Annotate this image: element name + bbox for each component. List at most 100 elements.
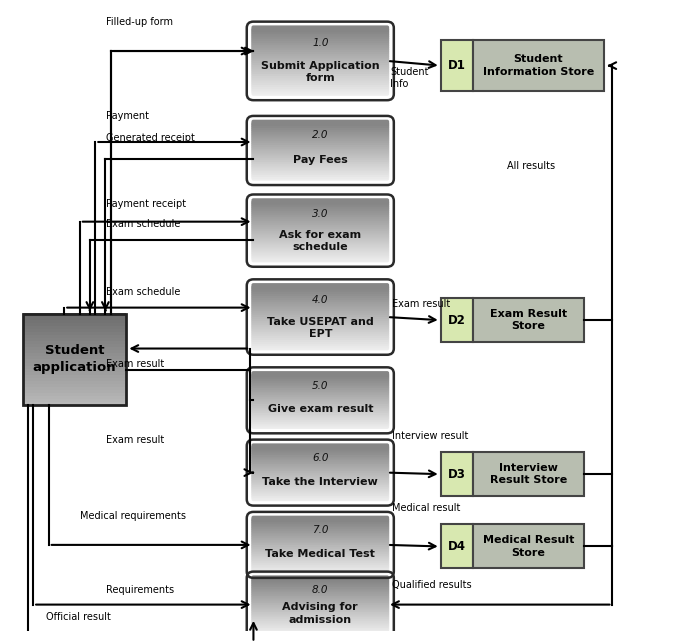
FancyBboxPatch shape xyxy=(251,319,389,325)
FancyBboxPatch shape xyxy=(251,454,389,460)
FancyBboxPatch shape xyxy=(251,206,389,213)
FancyBboxPatch shape xyxy=(23,380,127,384)
Text: Payment receipt: Payment receipt xyxy=(106,199,187,209)
FancyBboxPatch shape xyxy=(251,291,389,298)
FancyBboxPatch shape xyxy=(251,246,389,253)
Text: 5.0: 5.0 xyxy=(312,381,328,391)
FancyBboxPatch shape xyxy=(251,583,389,589)
FancyBboxPatch shape xyxy=(23,365,127,368)
FancyBboxPatch shape xyxy=(251,602,389,608)
FancyBboxPatch shape xyxy=(251,562,389,568)
FancyBboxPatch shape xyxy=(251,45,389,52)
FancyBboxPatch shape xyxy=(251,586,389,592)
Text: Medical result: Medical result xyxy=(392,503,460,513)
FancyBboxPatch shape xyxy=(23,347,127,350)
FancyBboxPatch shape xyxy=(251,89,389,96)
FancyBboxPatch shape xyxy=(251,226,389,233)
FancyBboxPatch shape xyxy=(251,396,389,403)
FancyBboxPatch shape xyxy=(472,452,584,496)
FancyBboxPatch shape xyxy=(251,52,389,59)
FancyBboxPatch shape xyxy=(251,491,389,498)
Text: Official result: Official result xyxy=(47,613,111,622)
FancyBboxPatch shape xyxy=(251,285,389,292)
FancyBboxPatch shape xyxy=(251,220,389,226)
Text: Exam schedule: Exam schedule xyxy=(106,219,181,229)
FancyBboxPatch shape xyxy=(251,252,389,258)
FancyBboxPatch shape xyxy=(251,474,389,480)
FancyBboxPatch shape xyxy=(23,325,127,329)
FancyBboxPatch shape xyxy=(251,550,389,556)
FancyBboxPatch shape xyxy=(251,389,389,395)
FancyBboxPatch shape xyxy=(251,622,389,628)
FancyBboxPatch shape xyxy=(23,386,127,390)
Text: Advising for
admission: Advising for admission xyxy=(282,602,358,625)
Text: Interview
Result Store: Interview Result Store xyxy=(490,463,567,485)
FancyBboxPatch shape xyxy=(251,306,389,312)
FancyBboxPatch shape xyxy=(251,82,389,89)
FancyBboxPatch shape xyxy=(23,313,127,317)
FancyBboxPatch shape xyxy=(251,85,389,91)
FancyBboxPatch shape xyxy=(23,395,127,399)
FancyBboxPatch shape xyxy=(251,399,389,406)
FancyBboxPatch shape xyxy=(251,146,389,152)
FancyBboxPatch shape xyxy=(251,148,389,154)
FancyBboxPatch shape xyxy=(251,248,389,255)
Text: Exam result: Exam result xyxy=(392,300,450,309)
Text: Medical requirements: Medical requirements xyxy=(80,511,185,521)
FancyBboxPatch shape xyxy=(251,308,389,314)
FancyBboxPatch shape xyxy=(251,449,389,455)
FancyBboxPatch shape xyxy=(251,165,389,171)
FancyBboxPatch shape xyxy=(251,617,389,622)
FancyBboxPatch shape xyxy=(251,459,389,466)
FancyBboxPatch shape xyxy=(251,329,389,336)
FancyBboxPatch shape xyxy=(251,544,389,550)
FancyBboxPatch shape xyxy=(251,163,389,169)
FancyBboxPatch shape xyxy=(251,296,389,302)
FancyBboxPatch shape xyxy=(251,71,389,78)
Text: Student
Info: Student Info xyxy=(390,68,429,89)
FancyBboxPatch shape xyxy=(251,78,389,85)
FancyBboxPatch shape xyxy=(251,373,389,379)
FancyBboxPatch shape xyxy=(251,120,389,126)
FancyBboxPatch shape xyxy=(251,242,389,248)
FancyBboxPatch shape xyxy=(251,410,389,417)
FancyBboxPatch shape xyxy=(23,353,127,356)
FancyBboxPatch shape xyxy=(251,405,389,411)
FancyBboxPatch shape xyxy=(472,298,584,342)
FancyBboxPatch shape xyxy=(251,590,389,596)
FancyBboxPatch shape xyxy=(251,125,389,132)
FancyBboxPatch shape xyxy=(251,43,389,50)
FancyBboxPatch shape xyxy=(251,530,389,536)
FancyBboxPatch shape xyxy=(251,444,389,449)
FancyBboxPatch shape xyxy=(251,135,389,141)
FancyBboxPatch shape xyxy=(251,609,389,615)
FancyBboxPatch shape xyxy=(251,452,389,458)
Text: D3: D3 xyxy=(448,467,466,481)
FancyBboxPatch shape xyxy=(251,525,389,530)
FancyBboxPatch shape xyxy=(251,41,389,48)
FancyBboxPatch shape xyxy=(23,329,127,332)
FancyBboxPatch shape xyxy=(251,39,389,45)
FancyBboxPatch shape xyxy=(251,566,389,572)
FancyBboxPatch shape xyxy=(251,555,389,561)
FancyBboxPatch shape xyxy=(251,472,389,478)
FancyBboxPatch shape xyxy=(251,624,389,629)
Text: D2: D2 xyxy=(448,314,466,327)
Text: Submit Application
form: Submit Application form xyxy=(261,61,379,84)
FancyBboxPatch shape xyxy=(251,138,389,145)
FancyBboxPatch shape xyxy=(23,377,127,381)
Text: All results: All results xyxy=(508,161,555,171)
FancyBboxPatch shape xyxy=(251,342,389,349)
FancyBboxPatch shape xyxy=(251,137,389,143)
FancyBboxPatch shape xyxy=(251,539,389,545)
FancyBboxPatch shape xyxy=(251,519,389,525)
Text: Medical Result
Store: Medical Result Store xyxy=(483,535,574,557)
FancyBboxPatch shape xyxy=(251,131,389,138)
Text: Filled-up form: Filled-up form xyxy=(106,17,173,26)
FancyBboxPatch shape xyxy=(23,320,127,323)
FancyBboxPatch shape xyxy=(251,375,389,381)
FancyBboxPatch shape xyxy=(251,558,389,565)
Text: Take Medical Test: Take Medical Test xyxy=(266,549,375,559)
FancyBboxPatch shape xyxy=(251,63,389,69)
FancyBboxPatch shape xyxy=(23,389,127,393)
